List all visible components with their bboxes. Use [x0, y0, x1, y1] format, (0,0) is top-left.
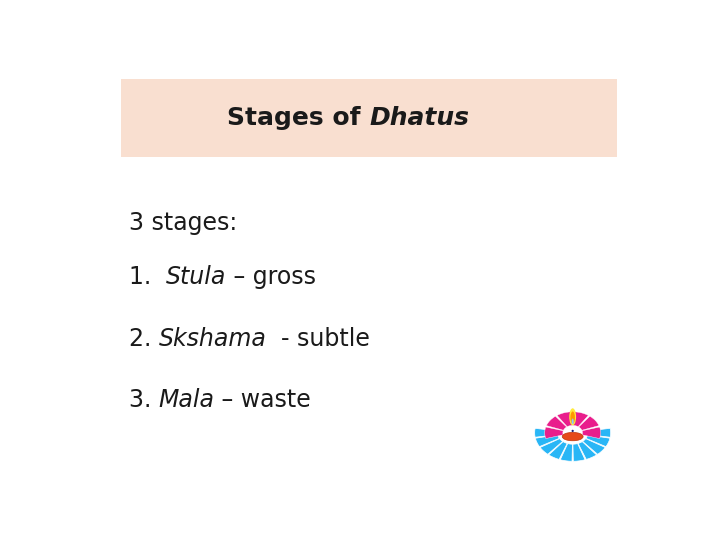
Text: Mala: Mala	[158, 388, 215, 411]
FancyBboxPatch shape	[121, 78, 617, 157]
Text: Dhatus: Dhatus	[369, 106, 469, 130]
Text: 1.: 1.	[128, 265, 166, 289]
Text: - subtle: - subtle	[266, 327, 370, 351]
Text: Stages of: Stages of	[227, 106, 369, 130]
Text: – waste: – waste	[215, 388, 311, 411]
Text: Stula: Stula	[166, 265, 226, 289]
Text: – gross: – gross	[226, 265, 316, 289]
Text: 2.: 2.	[128, 327, 158, 351]
Text: 3.: 3.	[128, 388, 158, 411]
Text: Skshama: Skshama	[158, 327, 266, 351]
Text: 3 stages:: 3 stages:	[128, 211, 237, 235]
